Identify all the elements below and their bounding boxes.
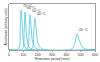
- svg-text:50 °C: 50 °C: [32, 9, 41, 13]
- svg-text:500: 500: [78, 53, 84, 57]
- svg-text:400: 400: [63, 53, 69, 57]
- svg-text:60 °C: 60 °C: [27, 6, 36, 10]
- svg-text:100: 100: [20, 53, 26, 57]
- svg-text:600: 600: [92, 53, 98, 57]
- svg-text:0: 0: [8, 53, 10, 57]
- svg-text:70 °C: 70 °C: [23, 4, 32, 8]
- svg-text:200: 200: [35, 53, 41, 57]
- svg-text:300: 300: [49, 53, 55, 57]
- svg-text:40 °C: 40 °C: [37, 12, 46, 16]
- svg-text:Retention period (min): Retention period (min): [35, 57, 70, 61]
- svg-text:20 °C: 20 °C: [79, 28, 88, 32]
- svg-text:Absorbance (arbitrary units): Absorbance (arbitrary units): [4, 8, 8, 45]
